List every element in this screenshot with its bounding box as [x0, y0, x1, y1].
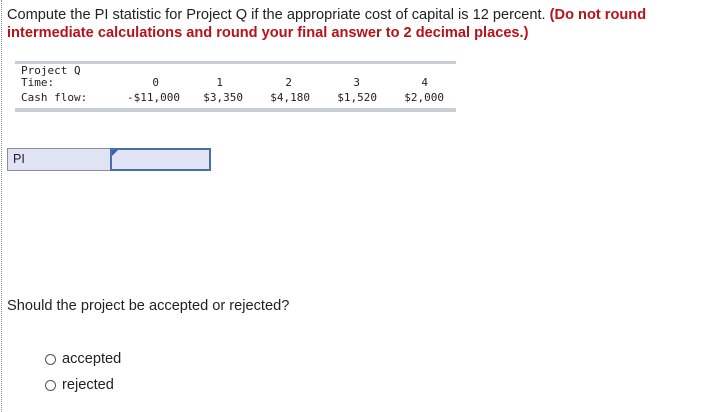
table-bottom-bar	[15, 108, 456, 112]
cash-flow-row: Cash flow: -$11,000 $3,350 $4,180 $1,520…	[15, 92, 456, 104]
cash-flow-table: Project Q Time: 0 1 2 3 4 Cash flow: -$1…	[15, 61, 456, 112]
pi-input[interactable]	[110, 148, 211, 171]
period-3: 3	[353, 76, 360, 89]
radio-option-accepted[interactable]: accepted	[45, 349, 121, 369]
cash-flow-label: Cash flow:	[21, 91, 88, 104]
cash-flow-3: $1,520	[337, 91, 377, 104]
table-top-bar	[15, 61, 456, 64]
cash-flow-4: $2,000	[404, 91, 444, 104]
radio-circle-icon[interactable]	[45, 353, 56, 365]
question-text: Compute the PI statistic for Project Q i…	[7, 7, 546, 23]
rounding-instruction: (Do not round intermediate calculations …	[7, 7, 647, 41]
period-1: 1	[216, 76, 223, 89]
cash-flow-2: $4,180	[270, 91, 310, 104]
period-2: 2	[285, 76, 292, 89]
question-prompt: Compute the PI statistic for Project Q i…	[7, 6, 707, 42]
decision-question: Should the project be accepted or reject…	[7, 298, 290, 314]
radio-label-accepted: accepted	[62, 351, 122, 367]
cash-flow-0: -$11,000	[127, 91, 180, 104]
pi-label: PI	[7, 148, 111, 171]
radio-circle-icon[interactable]	[45, 379, 56, 391]
time-row: Time: 0 1 2 3 4	[15, 77, 456, 89]
input-corner-marker-icon	[112, 150, 118, 156]
project-label: Project Q	[21, 64, 81, 77]
period-4: 4	[421, 76, 428, 89]
project-row: Project Q	[15, 65, 456, 77]
period-0: 0	[152, 76, 159, 89]
left-dotted-rule	[1, 0, 2, 412]
radio-option-rejected[interactable]: rejected	[45, 375, 114, 395]
time-label: Time:	[21, 76, 55, 89]
cash-flow-1: $3,350	[203, 91, 243, 104]
radio-label-rejected: rejected	[62, 377, 114, 393]
